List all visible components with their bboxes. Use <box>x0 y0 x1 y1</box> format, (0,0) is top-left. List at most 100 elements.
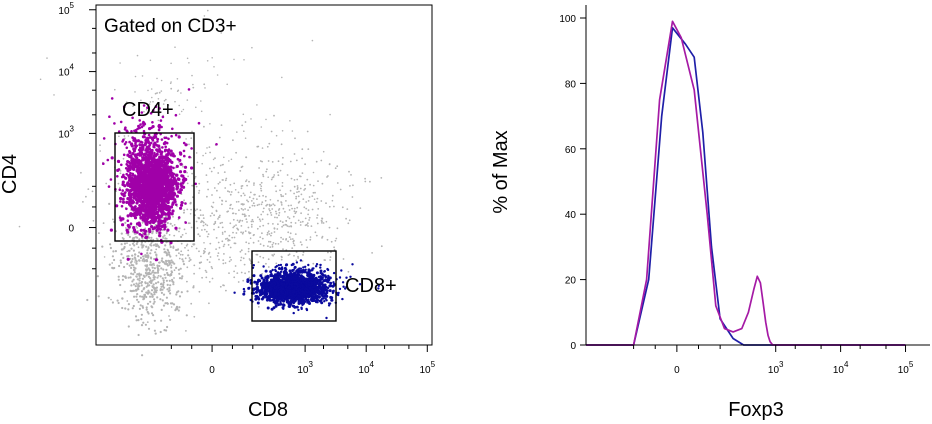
event-dot <box>151 232 154 235</box>
event-dot <box>110 97 114 100</box>
event-dot <box>53 94 55 96</box>
event-dot <box>143 178 146 181</box>
event-dot <box>186 290 189 293</box>
event-dot <box>141 246 144 249</box>
event-dot <box>246 199 248 202</box>
event-dot <box>134 257 137 260</box>
event-dot <box>293 207 296 210</box>
event-dot <box>129 176 133 179</box>
event-dot <box>138 272 141 275</box>
event-dot <box>252 264 255 267</box>
event-dot <box>302 298 305 302</box>
event-dot <box>358 283 362 286</box>
event-dot <box>251 204 254 207</box>
event-dot <box>137 246 140 249</box>
event-dot <box>316 298 320 302</box>
event-dot <box>338 287 342 291</box>
event-dot <box>317 180 319 183</box>
event-dot <box>285 238 288 240</box>
event-dot <box>147 275 150 278</box>
event-dot <box>262 284 266 288</box>
event-dot <box>377 287 380 290</box>
event-dot <box>293 185 296 188</box>
event-dot <box>154 251 157 254</box>
event-dot <box>244 253 247 255</box>
event-dot <box>126 169 130 173</box>
event-dot <box>168 286 171 290</box>
event-dot <box>145 274 148 277</box>
event-dot <box>296 178 299 181</box>
event-dot <box>154 190 157 193</box>
event-dot <box>168 264 170 267</box>
event-dot <box>318 284 321 287</box>
event-dot <box>137 160 140 164</box>
event-dot <box>277 289 280 292</box>
event-dot <box>268 233 271 235</box>
event-dot <box>324 259 326 261</box>
event-dot <box>295 297 298 301</box>
event-dot <box>299 241 302 244</box>
event-dot <box>161 115 165 119</box>
event-dot <box>159 195 163 199</box>
event-dot <box>152 192 155 196</box>
event-dot <box>180 201 184 205</box>
event-dot <box>121 180 125 184</box>
event-dot <box>259 183 262 186</box>
event-dot <box>268 142 271 145</box>
event-dot <box>204 269 207 272</box>
event-dot <box>160 79 163 82</box>
event-dot <box>280 193 282 196</box>
event-dot <box>150 225 154 229</box>
event-dot <box>146 153 150 157</box>
event-dot <box>209 215 212 217</box>
event-dot <box>282 307 285 310</box>
event-dot <box>98 232 100 235</box>
event-dot <box>273 231 276 233</box>
event-dot <box>132 264 135 267</box>
event-dot <box>147 227 151 231</box>
event-dot <box>185 314 188 317</box>
event-dot <box>147 133 151 137</box>
event-dot <box>284 285 287 288</box>
event-dot <box>165 196 168 200</box>
event-dot <box>158 91 161 94</box>
event-dot <box>227 190 229 193</box>
event-dot <box>294 222 297 224</box>
event-dot <box>285 298 289 302</box>
event-dot <box>277 286 280 289</box>
event-dot <box>114 250 117 253</box>
event-dot <box>313 285 316 288</box>
event-dot <box>259 255 262 258</box>
event-dot <box>258 167 260 169</box>
event-dot <box>143 135 146 139</box>
event-dot <box>121 223 125 227</box>
event-dot <box>311 39 314 42</box>
event-dot <box>314 285 318 288</box>
event-dot <box>156 271 160 274</box>
event-dot <box>133 188 137 191</box>
event-dot <box>200 261 203 264</box>
event-dot <box>307 148 310 151</box>
event-dot <box>285 268 288 271</box>
event-dot <box>295 259 298 262</box>
event-dot <box>301 148 304 151</box>
event-dot <box>123 290 126 293</box>
event-dot <box>170 273 173 276</box>
event-dot <box>252 197 255 200</box>
event-dot <box>155 248 158 251</box>
event-dot <box>278 296 282 299</box>
event-dot <box>136 168 139 172</box>
event-dot <box>321 220 323 223</box>
event-dot <box>121 275 125 278</box>
event-dot <box>319 266 322 269</box>
event-dot <box>219 285 222 288</box>
event-dot <box>241 185 244 187</box>
event-dot <box>159 283 163 286</box>
event-dot <box>249 259 252 262</box>
event-dot <box>291 304 294 307</box>
event-dot <box>139 228 143 232</box>
event-dot <box>127 249 130 252</box>
event-dot <box>117 130 121 133</box>
event-dot <box>301 284 304 287</box>
